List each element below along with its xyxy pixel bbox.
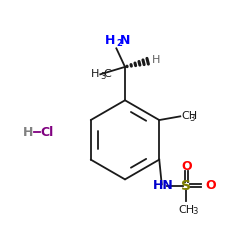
Text: Cl: Cl: [40, 126, 54, 139]
Text: CH: CH: [178, 205, 194, 215]
Text: 3: 3: [192, 206, 197, 216]
Text: N: N: [120, 34, 130, 47]
Text: HN: HN: [153, 179, 174, 192]
Text: 2: 2: [116, 39, 122, 48]
Text: 3: 3: [100, 72, 105, 81]
Text: H: H: [152, 55, 160, 65]
Text: H: H: [91, 69, 100, 79]
Text: H: H: [105, 34, 115, 47]
Text: C: C: [103, 69, 111, 79]
Text: H: H: [23, 126, 34, 139]
Text: O: O: [206, 179, 216, 192]
Text: CH: CH: [181, 111, 197, 121]
Text: 3: 3: [189, 114, 194, 123]
Text: O: O: [181, 160, 192, 173]
Text: S: S: [182, 178, 192, 192]
